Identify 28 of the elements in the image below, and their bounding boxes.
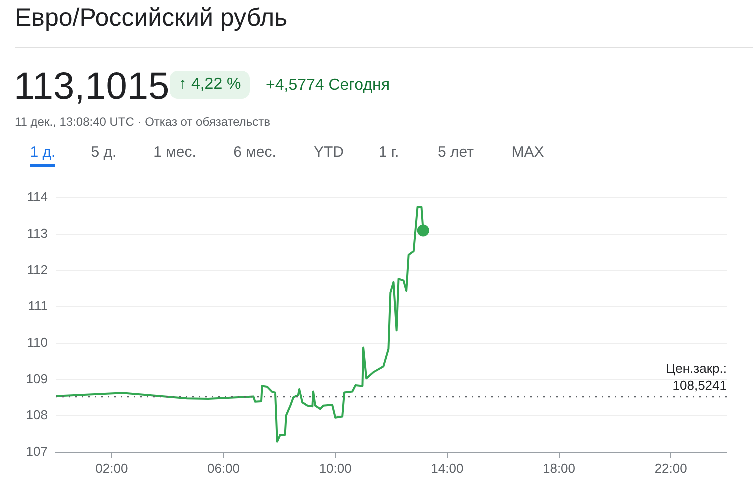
text: 1 д. xyxy=(30,144,56,167)
text: MAX xyxy=(512,144,544,161)
text: YTD xyxy=(314,144,344,161)
text: 6 мес. xyxy=(234,144,276,161)
text: 5 д. xyxy=(91,144,117,161)
ref-line-label: Цен.закр.: 108,5241 xyxy=(666,361,727,394)
x-tick-label: 18:00 xyxy=(542,460,576,476)
x-tick-label: 14:00 xyxy=(431,460,464,476)
x-tick-label: 22:00 xyxy=(654,460,688,476)
x-tick-label: 06:00 xyxy=(207,460,240,476)
chart-subtitle: 113,1015 xyxy=(14,66,170,109)
text: 1 г. xyxy=(378,144,400,161)
y-tick-label: 111 xyxy=(28,298,48,314)
y-tick-label: 110 xyxy=(27,334,48,350)
y-tick-label: 114 xyxy=(27,190,48,205)
text: ↑ 4,22 % xyxy=(170,71,250,99)
x-tick-label: 02:00 xyxy=(96,460,128,476)
y-tick-label: 113 xyxy=(27,226,48,241)
x-tick-label: 10:00 xyxy=(319,460,352,476)
y-tick-label: 112 xyxy=(27,262,48,278)
y-tick-label: 107 xyxy=(26,444,48,459)
text: 1 мес. xyxy=(154,144,196,161)
y-tick-label: 109 xyxy=(26,371,48,386)
text: 5 лет xyxy=(438,144,474,161)
text: 11 дек., 13:08:40 UTC · Отказ от обязательств xyxy=(15,115,271,129)
y-tick-label: 108 xyxy=(26,408,48,423)
text: +4,5774 Сегодня xyxy=(266,77,390,95)
chart-title: Евро/Российский рубль xyxy=(15,4,288,33)
